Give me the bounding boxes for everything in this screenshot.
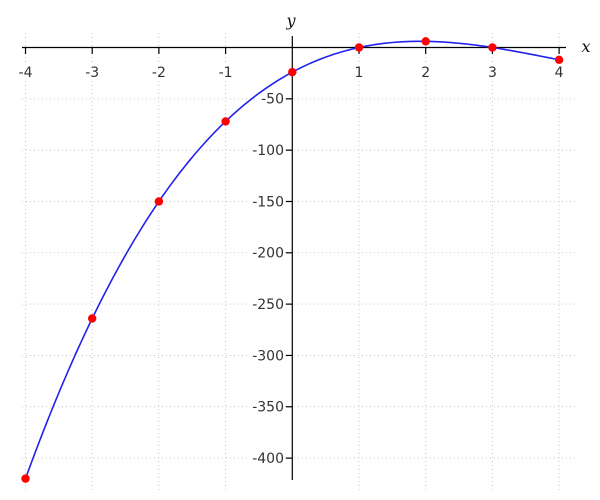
data-point	[554, 55, 564, 65]
x-tick-label-background	[419, 63, 432, 79]
x-tick-label: 3	[488, 65, 497, 81]
data-point	[221, 117, 230, 126]
y-tick-label: -250	[252, 297, 284, 313]
y-tick-label: -300	[252, 348, 284, 364]
x-tick-label: -2	[152, 65, 166, 81]
y-tick-label-background	[247, 296, 285, 313]
x-tick-label-background	[148, 63, 169, 79]
x-tick-label-background	[215, 63, 236, 79]
data-point	[154, 197, 164, 206]
x-tick-label: 4	[555, 65, 564, 81]
y-tick-label-background	[247, 193, 285, 210]
data-point	[21, 474, 30, 483]
y-tick-label-background	[247, 450, 285, 467]
data-point	[488, 43, 497, 52]
y-tick-label-background	[247, 398, 285, 415]
x-tick-label: -3	[85, 65, 99, 81]
x-tick-label-background	[353, 63, 365, 79]
y-tick-label: -200	[252, 246, 284, 262]
y-tick-label-background	[247, 142, 285, 159]
y-tick-label: -400	[252, 451, 284, 467]
data-point	[354, 43, 364, 52]
y-axis-label: y	[285, 11, 296, 30]
y-tick-label-background	[247, 347, 285, 364]
x-tick-label: 1	[355, 65, 364, 81]
x-tick-label-background	[82, 63, 103, 79]
x-tick-label: -4	[19, 65, 33, 81]
x-tick-label-background	[15, 63, 36, 79]
y-tick-label: -100	[252, 143, 284, 159]
y-tick-label: -150	[252, 194, 284, 210]
y-tick-label-background	[255, 90, 285, 107]
x-tick-label-background	[553, 63, 566, 79]
y-tick-label: -350	[252, 400, 284, 416]
x-tick-label-background	[486, 63, 499, 79]
data-point	[288, 67, 297, 77]
x-tick-label: -1	[219, 65, 233, 81]
x-tick-label: 2	[421, 65, 430, 81]
x-axis-label: x	[581, 37, 590, 56]
data-point	[421, 37, 430, 46]
data-point	[88, 314, 97, 323]
y-tick-label-background	[247, 244, 285, 261]
y-tick-label: -50	[261, 92, 284, 108]
